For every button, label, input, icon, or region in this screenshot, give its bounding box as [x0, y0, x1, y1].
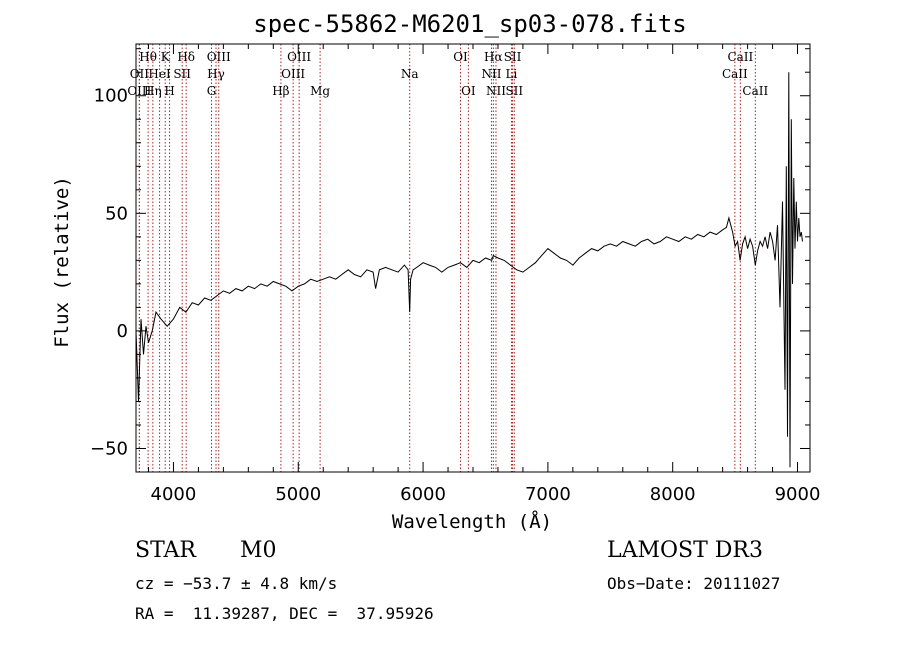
- emission-label-6: SII: [173, 67, 191, 81]
- chart-title: spec-55862-M6201_sp03-078.fits: [253, 10, 686, 38]
- y-tick-label-50: 50: [105, 203, 128, 224]
- emission-label-20: SII: [504, 50, 522, 64]
- emission-label-4: K: [161, 50, 171, 64]
- emission-label-5: HeI: [148, 67, 171, 81]
- emission-label-24: SII: [505, 84, 523, 98]
- emission-label-16: Na: [401, 67, 419, 81]
- x-tick-label-7000: 7000: [525, 484, 571, 505]
- emission-label-7: H: [164, 84, 174, 98]
- emission-label-8: Hδ: [177, 50, 195, 64]
- emission-label-25: CaII: [727, 50, 753, 64]
- plot-frame: [135, 43, 811, 473]
- emission-label-19: Hα: [484, 50, 503, 64]
- emission-label-10: Hγ: [207, 67, 225, 81]
- emission-label-11: G: [207, 84, 217, 98]
- emission-label-27: CaII: [742, 84, 768, 98]
- emission-label-13: OIII: [281, 67, 305, 81]
- y-axis-label: Flux (relative): [51, 176, 73, 348]
- observation-date: Obs−Date: 20111027: [607, 574, 781, 593]
- emission-label-1: OII: [130, 67, 150, 81]
- redshift-velocity: cz = −53.7 ± 4.8 km/s: [135, 574, 338, 593]
- object-class: STAR: [135, 538, 196, 563]
- object-subclass: M0: [240, 538, 277, 563]
- emission-label-26: CaII: [722, 67, 748, 81]
- y-tick-label-100: 100: [94, 86, 128, 107]
- x-tick-label-8000: 8000: [650, 484, 696, 505]
- x-tick-label-9000: 9000: [775, 484, 821, 505]
- spectrum-line: [135, 72, 803, 468]
- emission-label-18: OI: [461, 84, 476, 98]
- x-axis-label: Wavelength (Å): [392, 510, 552, 533]
- x-tick-label-4000: 4000: [151, 484, 197, 505]
- emission-label-0: Hθ: [139, 50, 157, 64]
- emission-label-2: OIII: [127, 84, 151, 98]
- emission-label-23: NII: [486, 84, 506, 98]
- emission-label-14: Hβ: [272, 84, 289, 98]
- emission-label-21: NII: [481, 67, 501, 81]
- survey-name: LAMOST DR3: [607, 538, 763, 563]
- coordinates: RA = 11.39287, DEC = 37.95926: [135, 604, 434, 623]
- emission-label-12: OIII: [287, 50, 311, 64]
- y-tick-label-0: 0: [117, 321, 128, 342]
- emission-label-15: Mg: [310, 84, 330, 98]
- emission-label-9: OIII: [207, 50, 231, 64]
- x-tick-label-5000: 5000: [275, 484, 321, 505]
- axis-tick-labels: 4000 5000 6000 7000 8000 9000 −50 0 50 100: [90, 86, 820, 505]
- emission-label-17: OI: [453, 50, 468, 64]
- x-tick-label-6000: 6000: [400, 484, 446, 505]
- emission-label-3: Hη: [144, 84, 162, 98]
- emission-label-22: Li: [506, 67, 518, 81]
- emission-line-markers: [138, 44, 756, 472]
- axis-ticks: [136, 44, 810, 473]
- y-tick-label--50: −50: [90, 438, 128, 459]
